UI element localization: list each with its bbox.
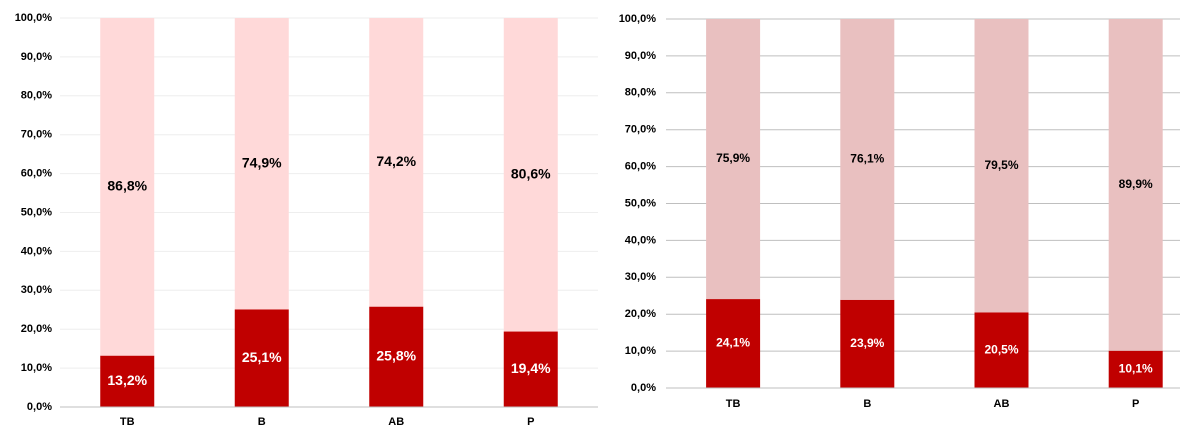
bar-segment <box>1108 19 1163 351</box>
data-label: 75,9% <box>716 151 750 165</box>
y-tick-label: 90,0% <box>21 51 52 63</box>
bar-segment <box>706 19 761 300</box>
x-tick-label: P <box>1132 398 1139 410</box>
y-tick-label: 30,0% <box>21 284 52 296</box>
y-tick-label: 90,0% <box>625 50 656 62</box>
data-label: 79,5% <box>984 158 1018 172</box>
y-tick-label: 20,0% <box>21 323 52 335</box>
bar-segment <box>503 18 558 332</box>
y-tick-label: 10,0% <box>21 362 52 374</box>
bar-segment <box>234 18 289 310</box>
y-tick-label: 50,0% <box>21 206 52 218</box>
y-tick-label: 50,0% <box>625 197 656 209</box>
data-label: 25,1% <box>242 349 282 365</box>
x-tick-label: B <box>258 416 266 425</box>
bar-segment <box>503 331 558 407</box>
y-tick-label: 60,0% <box>625 161 656 173</box>
y-tick-label: 20,0% <box>625 308 656 320</box>
y-tick-label: 0,0% <box>631 382 656 394</box>
data-label: 25,8% <box>376 348 416 364</box>
bar-segment <box>234 309 289 407</box>
data-label: 80,6% <box>511 165 551 181</box>
x-tick-label: AB <box>994 398 1010 410</box>
data-label: 74,9% <box>242 154 282 170</box>
x-tick-label: TB <box>726 398 741 410</box>
data-label: 19,4% <box>511 360 551 376</box>
y-tick-label: 100,0% <box>15 12 53 24</box>
data-label: 24,1% <box>716 336 750 350</box>
bar-segment <box>706 299 761 388</box>
bar-segment <box>369 306 424 407</box>
y-tick-label: 100,0% <box>619 13 657 25</box>
bar-segment <box>840 299 895 388</box>
y-tick-label: 30,0% <box>625 271 656 283</box>
data-label: 89,9% <box>1119 177 1153 191</box>
x-tick-label: B <box>863 398 871 410</box>
y-tick-label: 0,0% <box>27 401 52 413</box>
x-tick-label: TB <box>120 416 135 425</box>
bar-segment <box>974 19 1029 313</box>
data-label: 74,2% <box>376 153 416 169</box>
bar-segment <box>100 355 155 407</box>
bar-segment <box>974 312 1029 388</box>
data-label: 10,1% <box>1119 362 1153 376</box>
y-tick-label: 70,0% <box>625 124 656 136</box>
y-tick-label: 40,0% <box>625 234 656 246</box>
bar-segment <box>840 19 895 300</box>
bar-segment <box>100 18 155 356</box>
data-label: 23,9% <box>850 336 884 350</box>
bar-segment <box>369 18 424 307</box>
y-tick-label: 60,0% <box>21 168 52 180</box>
y-tick-label: 80,0% <box>21 90 52 102</box>
y-tick-label: 40,0% <box>21 245 52 257</box>
x-tick-label: AB <box>388 416 404 425</box>
y-tick-label: 70,0% <box>21 129 52 141</box>
x-tick-label: P <box>527 416 534 425</box>
y-tick-label: 80,0% <box>625 87 656 99</box>
bar-segment <box>1108 350 1163 388</box>
data-label: 20,5% <box>984 342 1018 356</box>
data-label: 13,2% <box>107 372 147 388</box>
data-label: 86,8% <box>107 178 147 194</box>
data-label: 76,1% <box>850 152 884 166</box>
y-tick-label: 10,0% <box>625 345 656 357</box>
